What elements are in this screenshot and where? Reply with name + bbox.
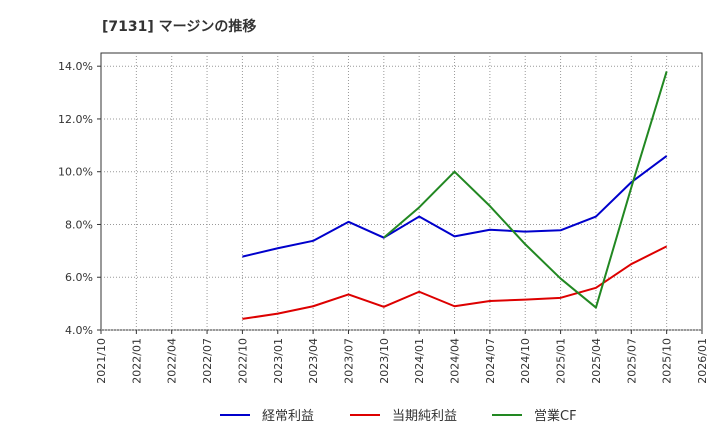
x-tick-label: 2025/01 — [555, 338, 568, 384]
y-tick-label: 6.0% — [65, 271, 93, 284]
x-tick-label: 2022/04 — [166, 338, 179, 384]
legend-label-0: 経常利益 — [262, 409, 314, 424]
x-tick-label: 2023/07 — [342, 338, 355, 384]
x-tick-label: 2021/10 — [95, 338, 108, 384]
series-line-1 — [242, 245, 668, 320]
x-tick-label: 2022/07 — [201, 338, 214, 384]
y-tick-label: 12.0% — [58, 113, 93, 126]
series-lines — [242, 71, 668, 320]
y-tick-label: 4.0% — [65, 324, 93, 337]
x-tick-label: 2025/10 — [661, 338, 674, 384]
legend: 経常利益 当期純利益 営業CF — [220, 408, 577, 424]
y-axis: 4.0% 6.0% 8.0% 10.0% 12.0% 14.0% — [58, 60, 101, 337]
x-tick-label: 2025/07 — [625, 338, 638, 384]
x-tick-label: 2022/01 — [130, 338, 143, 384]
grid-lines — [101, 53, 702, 331]
legend-label-2: 営業CF — [534, 408, 577, 424]
plot-area — [100, 52, 703, 331]
x-tick-label: 2023/04 — [307, 338, 320, 384]
x-tick-label: 2024/10 — [519, 338, 532, 384]
x-tick-label: 2025/04 — [590, 338, 603, 384]
x-tick-label: 2024/07 — [484, 338, 497, 384]
y-tick-label: 10.0% — [58, 166, 93, 179]
legend-label-1: 当期純利益 — [392, 409, 457, 424]
y-tick-label: 8.0% — [65, 218, 93, 231]
series-line-2 — [383, 71, 668, 309]
series-line-0 — [242, 155, 668, 258]
y-tick-label: 14.0% — [58, 60, 93, 73]
x-tick-label: 2024/01 — [413, 338, 426, 384]
x-tick-label: 2023/01 — [272, 338, 285, 384]
x-tick-label: 2026/01 — [696, 338, 709, 384]
chart-title: [7131] マージンの推移 — [102, 18, 256, 35]
x-tick-label: 2023/10 — [378, 338, 391, 384]
x-tick-label: 2022/10 — [236, 338, 249, 384]
x-axis: 2021/10 2022/01 2022/04 2022/07 2022/10 2023/… — [95, 330, 709, 384]
x-tick-label: 2024/04 — [449, 338, 462, 384]
